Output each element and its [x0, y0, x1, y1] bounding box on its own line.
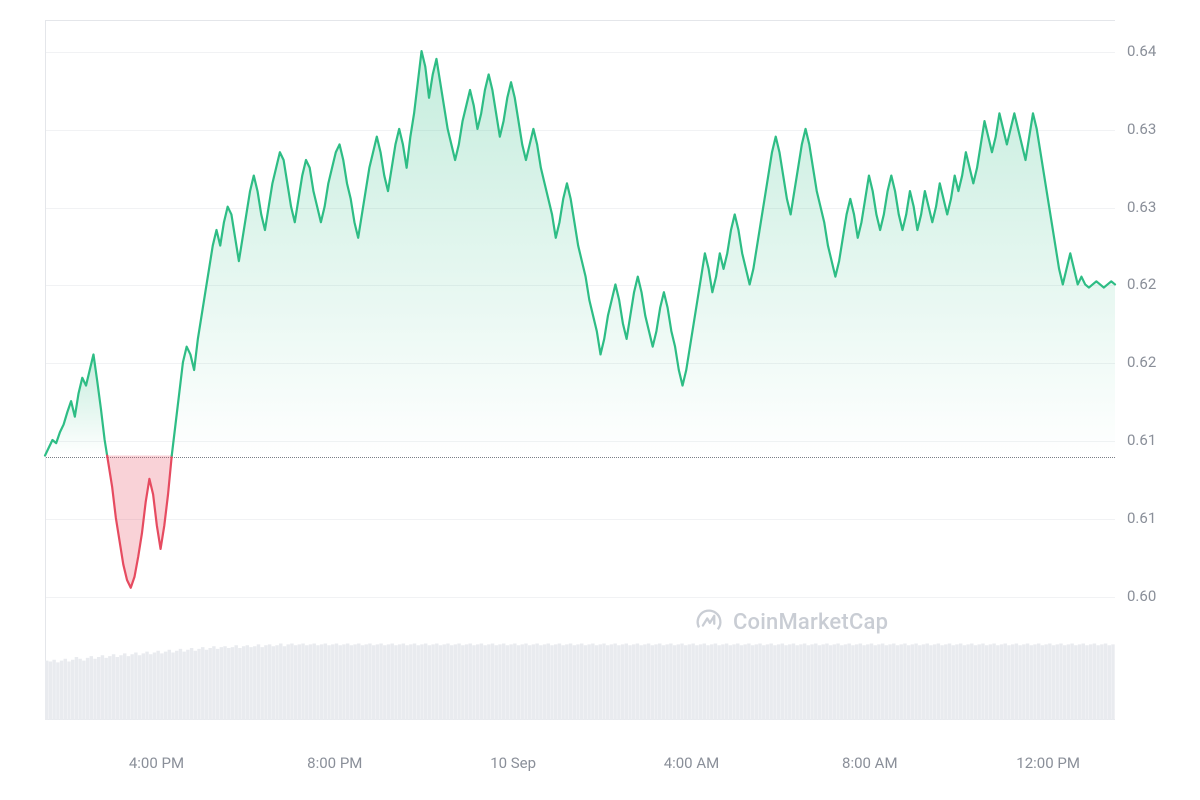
price-line	[0, 0, 1200, 800]
